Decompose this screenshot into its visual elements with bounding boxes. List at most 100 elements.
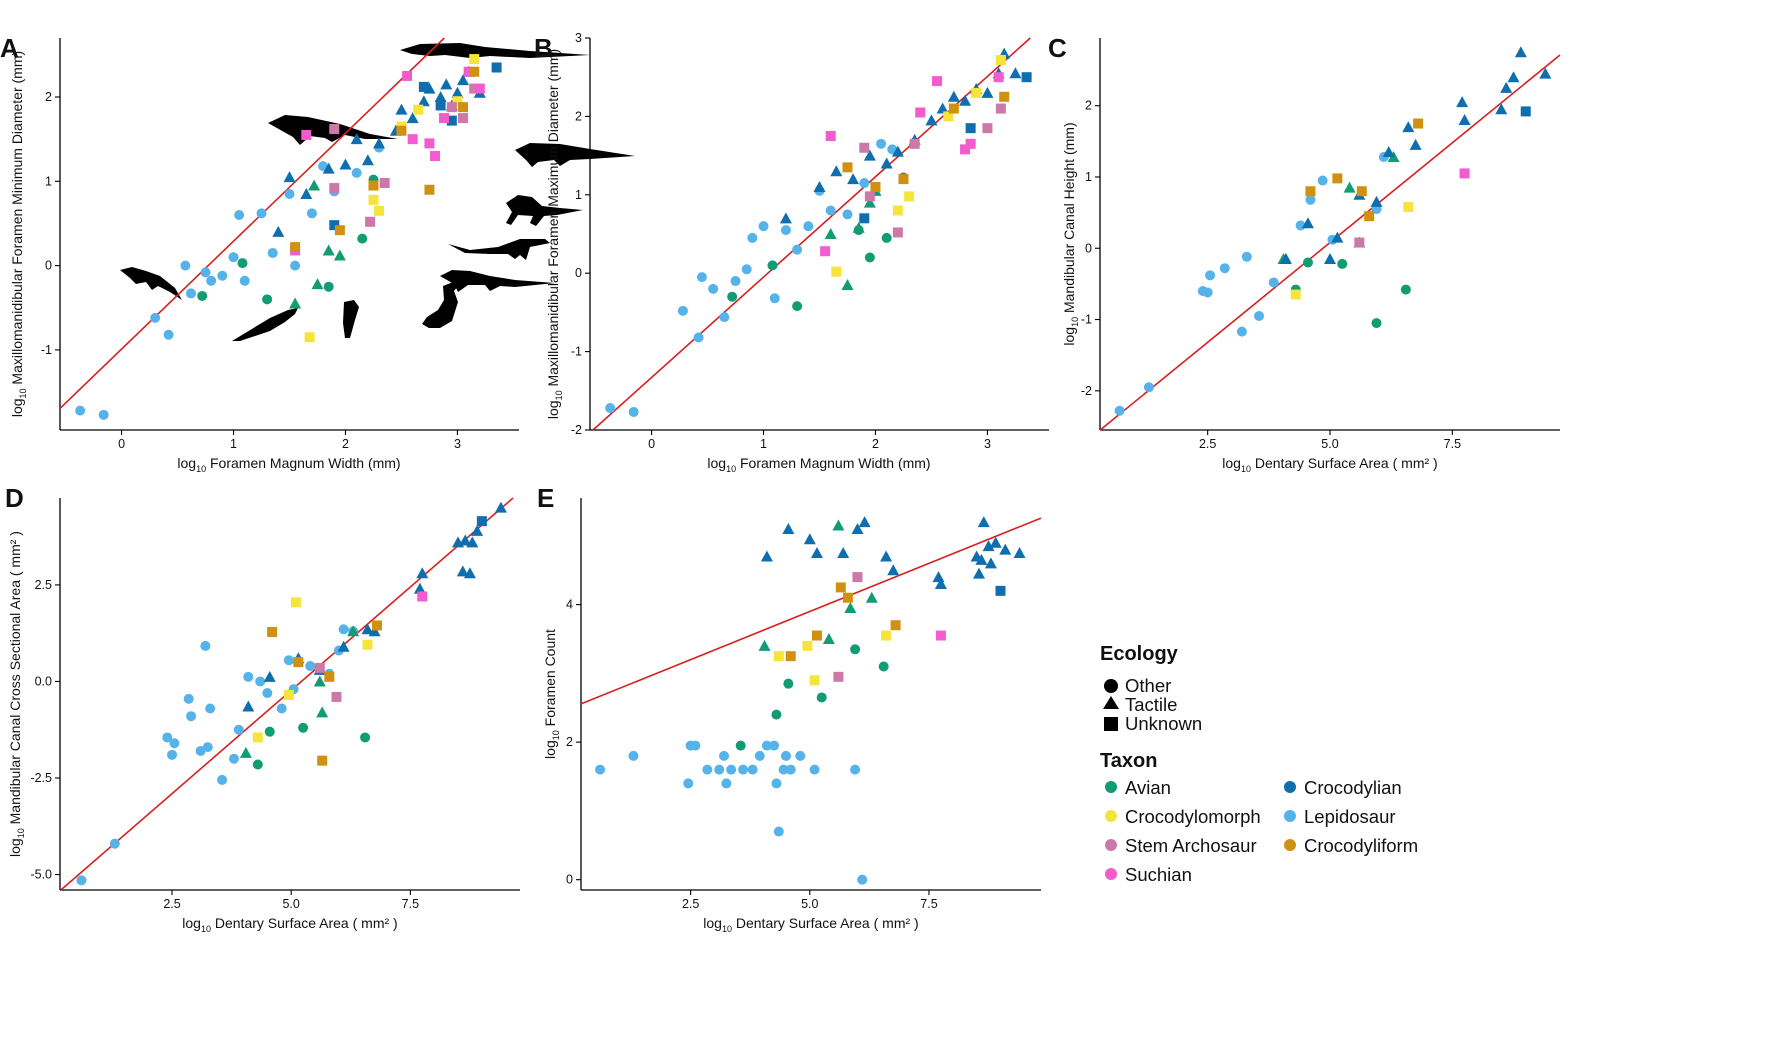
data-point [471, 524, 484, 536]
data-point [283, 689, 294, 700]
data-point [936, 102, 949, 114]
legend-ecology-tactile: Tactile [1103, 694, 1177, 715]
data-point [803, 533, 816, 545]
panel-b: B 0 1 2 3 -2 -1 0 1 2 3 log10 Foramen Magnum Widt… [534, 31, 1049, 474]
data-point [202, 742, 213, 753]
data-point [256, 208, 267, 219]
data-point [741, 264, 752, 275]
data-point [891, 145, 904, 157]
marks-a: 0 1 2 3 -1 0 1 2 [41, 37, 502, 451]
x-tick-label: 1 [230, 437, 237, 451]
data-point [973, 567, 986, 579]
panel-letter-e: E [537, 483, 554, 513]
data-point [430, 151, 441, 162]
bird-silhouette [232, 308, 298, 341]
data-point [825, 131, 836, 141]
data-point [290, 597, 301, 608]
data-point [1202, 287, 1213, 298]
data-point [1332, 173, 1343, 184]
data-point [322, 162, 335, 174]
legend-taxon-avian: Avian [1105, 777, 1171, 798]
data-point [999, 543, 1012, 555]
data-point [727, 291, 738, 302]
data-point [368, 180, 379, 191]
data-point [785, 651, 796, 662]
data-point [1409, 138, 1422, 150]
data-point [185, 288, 196, 299]
data-point [243, 671, 254, 682]
data-point [301, 129, 312, 140]
y-tick-label: 0 [1085, 241, 1092, 255]
data-point [783, 678, 794, 689]
data-point [773, 826, 784, 837]
data-point [267, 627, 278, 638]
data-point [1331, 231, 1344, 243]
legend-taxon-label: Crocodyliform [1304, 835, 1418, 856]
data-point [975, 553, 988, 565]
data-point [1400, 284, 1411, 295]
data-point [417, 591, 428, 602]
data-point [458, 113, 469, 124]
data-point [841, 278, 854, 290]
data-point [758, 221, 769, 232]
marks-d: 2.5 5.0 7.5 -5.0 -2.5 0.0 2.5 [30, 497, 514, 911]
data-point [1459, 168, 1470, 179]
y-axis-title-d: log10 Mandibular Canal Cross Sectional A… [7, 531, 26, 857]
legend-taxon-title: Taxon [1100, 750, 1157, 772]
legend-swatch [1284, 810, 1296, 822]
data-point [858, 516, 871, 528]
data-point [830, 165, 843, 177]
data-point [719, 750, 730, 761]
x-tick-label: 7.5 [920, 897, 937, 911]
data-point [424, 138, 435, 149]
data-point [1317, 175, 1328, 186]
plot-a: 0 1 2 3 -1 0 1 2 [41, 37, 519, 451]
y-tick-label: 2.5 [35, 578, 52, 592]
data-point [693, 332, 704, 343]
data-point [892, 227, 903, 238]
regression-line [580, 517, 1042, 705]
legend-taxon-crocodylomorph: Crocodylomorph [1105, 806, 1261, 827]
data-point [977, 516, 990, 528]
data-point [463, 567, 476, 579]
data-point [242, 700, 255, 712]
data-point [339, 158, 352, 170]
legend-taxon-label: Crocodylian [1304, 777, 1402, 798]
data-point [418, 81, 429, 92]
data-point [1403, 201, 1414, 212]
data-point [761, 740, 772, 751]
legend-ecology-label: Tactile [1125, 694, 1177, 715]
legend-taxon-crocodyliform: Crocodyliform [1284, 835, 1418, 856]
data-point [402, 70, 413, 81]
data-point [870, 181, 881, 192]
x-tick-label: 2.5 [163, 897, 180, 911]
data-point [771, 778, 782, 789]
data-point [864, 191, 875, 202]
data-point [311, 278, 324, 290]
data-point [995, 103, 1006, 114]
data-point [809, 764, 820, 775]
data-point [881, 630, 892, 641]
data-point [726, 764, 737, 775]
data-point [1254, 310, 1265, 321]
data-point [771, 709, 782, 720]
data-point [758, 639, 771, 651]
plot-b: 0 1 2 3 -2 -1 0 1 2 3 [571, 31, 1049, 451]
data-point [150, 312, 161, 323]
raptor-silhouette [506, 195, 583, 226]
x-tick-label: 5.0 [801, 897, 818, 911]
data-point [1458, 113, 1471, 125]
data-point [1021, 72, 1032, 83]
data-point [283, 171, 296, 183]
data-point [850, 764, 861, 775]
lizard-silhouette [120, 267, 182, 300]
data-point [362, 639, 373, 650]
croc-silhouette-2 [515, 143, 635, 167]
data-point [329, 183, 340, 194]
data-point [831, 266, 842, 277]
data-point [999, 91, 1010, 102]
data-point [909, 138, 920, 149]
data-point [965, 138, 976, 149]
data-point [690, 740, 701, 751]
x-tick-label: 5.0 [282, 897, 299, 911]
